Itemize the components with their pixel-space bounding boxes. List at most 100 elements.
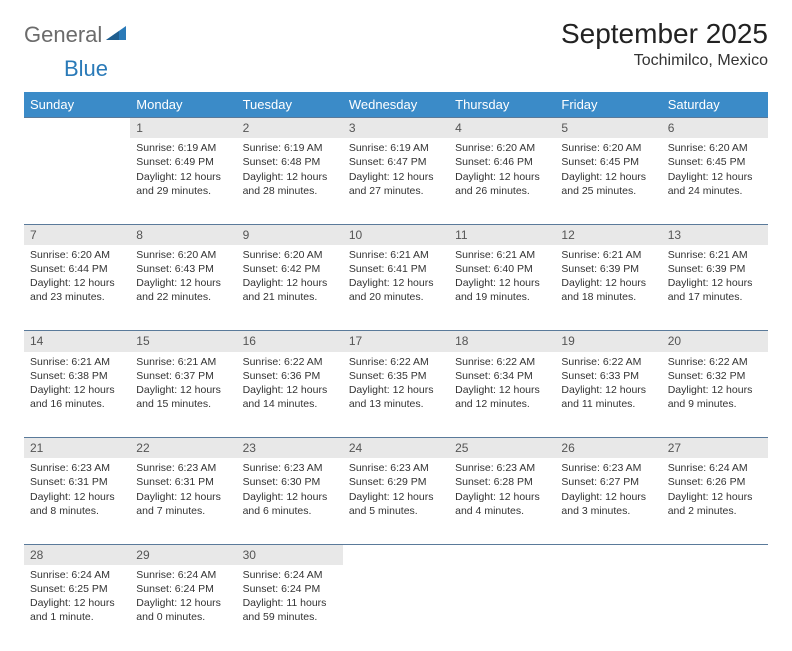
- day-number-cell: 7: [24, 224, 130, 245]
- day-info-line: Daylight: 12 hours: [455, 383, 549, 397]
- day-info-line: Sunset: 6:35 PM: [349, 369, 443, 383]
- weekday-header: Friday: [555, 92, 661, 118]
- day-info-line: Daylight: 12 hours: [561, 383, 655, 397]
- day-info-line: Sunrise: 6:21 AM: [136, 355, 230, 369]
- day-info-line: Daylight: 12 hours: [243, 170, 337, 184]
- day-number-cell: 6: [662, 118, 768, 139]
- day-info-line: Sunset: 6:40 PM: [455, 262, 549, 276]
- day-number-cell: 25: [449, 438, 555, 459]
- day-content-cell: Sunrise: 6:23 AMSunset: 6:28 PMDaylight:…: [449, 458, 555, 544]
- day-number-cell: 19: [555, 331, 661, 352]
- day-number-cell: 22: [130, 438, 236, 459]
- day-info-line: and 28 minutes.: [243, 184, 337, 198]
- day-content-cell: Sunrise: 6:19 AMSunset: 6:47 PMDaylight:…: [343, 138, 449, 224]
- day-content-cell: Sunrise: 6:20 AMSunset: 6:45 PMDaylight:…: [662, 138, 768, 224]
- day-info-line: Daylight: 12 hours: [668, 383, 762, 397]
- day-content-row: Sunrise: 6:24 AMSunset: 6:25 PMDaylight:…: [24, 565, 768, 651]
- day-info-line: and 26 minutes.: [455, 184, 549, 198]
- day-content-row: Sunrise: 6:23 AM Sunset: 6:31 PMDaylight:…: [24, 458, 768, 544]
- day-content-cell: [555, 565, 661, 651]
- day-content-cell: Sunrise: 6:23 AMSunset: 6:30 PMDaylight:…: [237, 458, 343, 544]
- day-content-cell: Sunrise: 6:21 AMSunset: 6:41 PMDaylight:…: [343, 245, 449, 331]
- day-number-cell: 1: [130, 118, 236, 139]
- day-info-line: Sunset: 6:33 PM: [561, 369, 655, 383]
- day-info-line: Sunrise: 6:23 AM: [136, 461, 230, 475]
- day-info-line: and 14 minutes.: [243, 397, 337, 411]
- day-info-line: and 11 minutes.: [561, 397, 655, 411]
- day-content-cell: [662, 565, 768, 651]
- day-content-cell: [343, 565, 449, 651]
- title-block: September 2025 Tochimilco, Mexico: [561, 18, 768, 70]
- day-content-cell: Sunrise: 6:22 AMSunset: 6:34 PMDaylight:…: [449, 352, 555, 438]
- day-info-line: Daylight: 12 hours: [668, 170, 762, 184]
- day-info-line: Daylight: 12 hours: [243, 383, 337, 397]
- day-content-cell: Sunrise: 6:21 AMSunset: 6:40 PMDaylight:…: [449, 245, 555, 331]
- day-info-line: Sunrise: 6:21 AM: [668, 248, 762, 262]
- day-info-line: Daylight: 12 hours: [30, 490, 124, 504]
- day-info-line: Sunrise: 6:20 AM: [561, 141, 655, 155]
- day-info-line: Sunrise: 6:19 AM: [136, 141, 230, 155]
- day-number-row: 78910111213: [24, 224, 768, 245]
- logo-text-blue: Blue: [64, 56, 108, 82]
- day-info-line: and 6 minutes.: [243, 504, 337, 518]
- day-info-line: Sunrise: 6:24 AM: [668, 461, 762, 475]
- day-content-cell: Sunrise: 6:23 AMSunset: 6:31 PMDaylight:…: [24, 458, 130, 544]
- day-info-line: Sunrise: 6:22 AM: [349, 355, 443, 369]
- day-number-cell: 18: [449, 331, 555, 352]
- day-info-line: Daylight: 12 hours: [30, 276, 124, 290]
- day-number-cell: 24: [343, 438, 449, 459]
- day-number-cell: 10: [343, 224, 449, 245]
- day-info-line: Sunrise: 6:23 AM: [561, 461, 655, 475]
- day-info-line: and 13 minutes.: [349, 397, 443, 411]
- logo: General: [24, 22, 130, 48]
- day-content-cell: Sunrise: 6:19 AMSunset: 6:49 PMDaylight:…: [130, 138, 236, 224]
- day-info-line: and 20 minutes.: [349, 290, 443, 304]
- weekday-header: Sunday: [24, 92, 130, 118]
- day-info-line: Sunset: 6:29 PM: [349, 475, 443, 489]
- day-info-line: and 1 minute.: [30, 610, 124, 624]
- day-info-line: Sunset: 6:34 PM: [455, 369, 549, 383]
- day-info-line: and 23 minutes.: [30, 290, 124, 304]
- day-content-row: Sunrise: 6:20 AMSunset: 6:44 PMDaylight:…: [24, 245, 768, 331]
- day-info-line: Sunrise: 6:24 AM: [243, 568, 337, 582]
- day-info-line: Sunset: 6:31 PM: [30, 475, 124, 489]
- day-info-line: Sunset: 6:24 PM: [243, 582, 337, 596]
- day-info-line: Daylight: 12 hours: [136, 383, 230, 397]
- day-info-line: Sunrise: 6:20 AM: [668, 141, 762, 155]
- day-info-line: and 2 minutes.: [668, 504, 762, 518]
- day-info-line: Sunset: 6:42 PM: [243, 262, 337, 276]
- day-info-line: Daylight: 12 hours: [30, 383, 124, 397]
- day-number-row: 14151617181920: [24, 331, 768, 352]
- day-number-cell: 11: [449, 224, 555, 245]
- day-info-line: Sunset: 6:30 PM: [243, 475, 337, 489]
- calendar-body: 123456Sunrise: 6:19 AMSunset: 6:49 PMDay…: [24, 118, 768, 651]
- day-content-cell: [449, 565, 555, 651]
- day-info-line: Sunrise: 6:20 AM: [136, 248, 230, 262]
- day-info-line: Sunrise: 6:19 AM: [349, 141, 443, 155]
- day-number-cell: 9: [237, 224, 343, 245]
- day-info-line: and 18 minutes.: [561, 290, 655, 304]
- day-number-cell: 23: [237, 438, 343, 459]
- day-info-line: Sunrise: 6:22 AM: [668, 355, 762, 369]
- day-number-cell: [555, 544, 661, 565]
- day-info-line: Daylight: 12 hours: [243, 276, 337, 290]
- calendar-page: General September 2025 Tochimilco, Mexic…: [0, 0, 792, 651]
- day-info-line: Daylight: 12 hours: [455, 276, 549, 290]
- day-info-line: Daylight: 12 hours: [136, 276, 230, 290]
- day-info-line: Sunrise: 6:24 AM: [30, 568, 124, 582]
- day-info-line: and 8 minutes.: [30, 504, 124, 518]
- day-info-line: and 19 minutes.: [455, 290, 549, 304]
- day-info-line: Sunset: 6:24 PM: [136, 582, 230, 596]
- day-content-cell: Sunrise: 6:20 AMSunset: 6:46 PMDaylight:…: [449, 138, 555, 224]
- day-info-line: Daylight: 11 hours: [243, 596, 337, 610]
- day-info-line: Sunset: 6:28 PM: [455, 475, 549, 489]
- day-number-row: 123456: [24, 118, 768, 139]
- day-info-line: Sunset: 6:27 PM: [561, 475, 655, 489]
- day-info-line: and 24 minutes.: [668, 184, 762, 198]
- day-info-line: Sunset: 6:45 PM: [561, 155, 655, 169]
- day-content-cell: Sunrise: 6:24 AMSunset: 6:26 PMDaylight:…: [662, 458, 768, 544]
- day-info-line: Daylight: 12 hours: [561, 276, 655, 290]
- day-info-line: Sunrise: 6:23 AM: [349, 461, 443, 475]
- day-number-cell: 13: [662, 224, 768, 245]
- calendar-table: Sunday Monday Tuesday Wednesday Thursday…: [24, 92, 768, 651]
